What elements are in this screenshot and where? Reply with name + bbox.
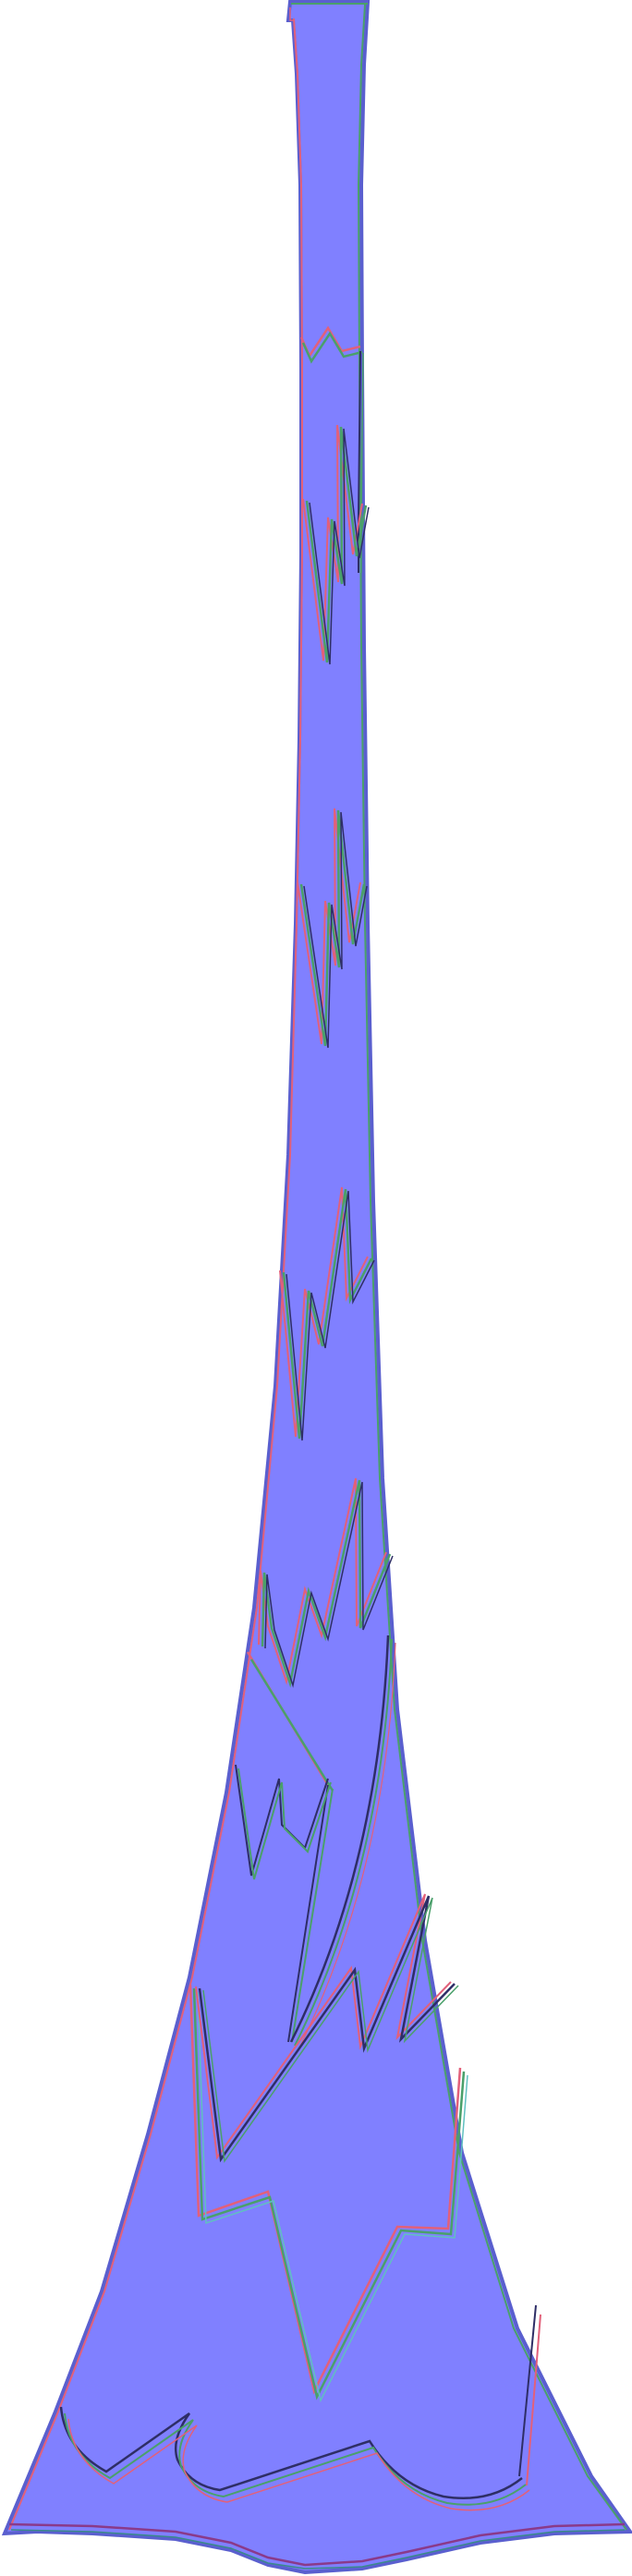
bottom-rim bbox=[8, 2522, 626, 2567]
diagonal-crack bbox=[246, 1651, 334, 2043]
bottom-wave-crack bbox=[59, 2406, 530, 2511]
zigzag-crack-3 bbox=[279, 1186, 375, 1441]
bottom-rim-shadow bbox=[10, 2529, 626, 2570]
curved-sweep-crack bbox=[289, 1634, 396, 2050]
right-lower-crack bbox=[518, 2304, 541, 2486]
top-lip bbox=[289, 3, 368, 21]
zigzag-crack-1 bbox=[302, 424, 370, 665]
zigzag-crack-5 bbox=[235, 1764, 332, 1880]
zigzag-crack-6 bbox=[188, 1984, 468, 2403]
zigzag-crack-2 bbox=[297, 808, 368, 1049]
left-edge-highlight bbox=[8, 18, 303, 2531]
lightning-crack bbox=[195, 1893, 459, 2164]
right-edge-shade bbox=[357, 4, 627, 2531]
zigzag-crack-4 bbox=[258, 1477, 394, 1688]
